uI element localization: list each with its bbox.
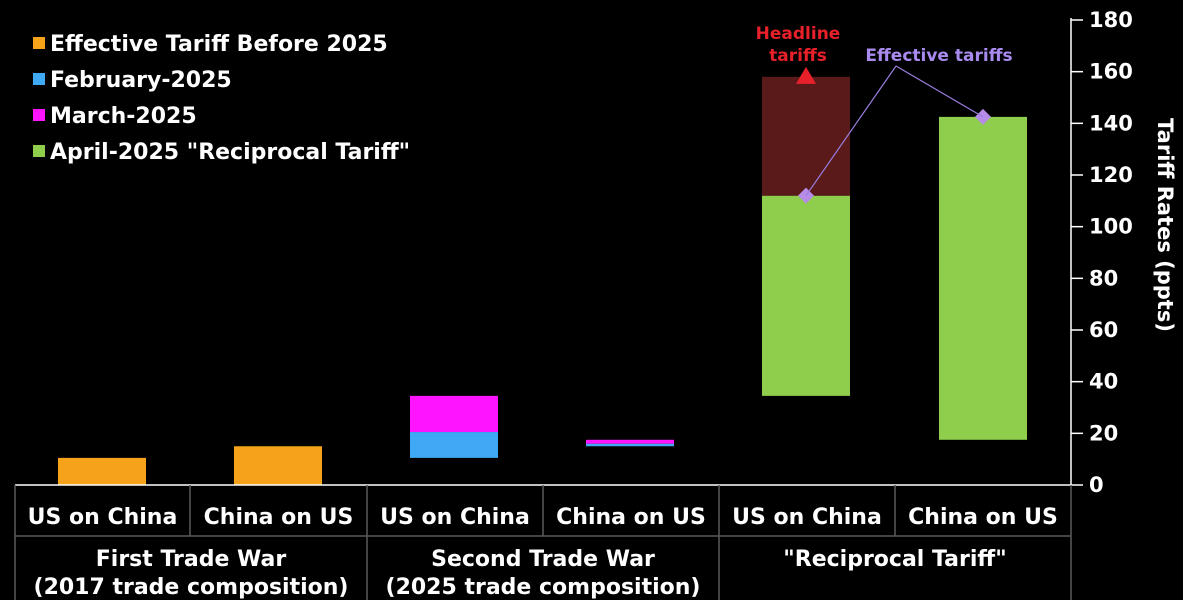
effective-connector-line-0 (805, 65, 897, 197)
y-tick-label-160: 160 (1089, 60, 1133, 84)
group-label-0-line2: (2017 trade composition) (34, 575, 349, 600)
x-axis-table: US on China China on US US on China China o… (14, 484, 1072, 600)
bar-segment-3-0 (586, 443, 674, 447)
bar-segment-2-0 (410, 432, 498, 458)
headline-annotation-line2: tariffs (769, 46, 827, 66)
legend-label-0: Effective Tariff Before 2025 (50, 32, 388, 57)
bar-segment-1-0 (234, 446, 322, 485)
legend-label-1: February-2025 (50, 68, 232, 93)
bar-segment-5-0 (939, 116, 1027, 440)
annotations: Headline tariffs Effective tariffs (756, 24, 1013, 197)
legend-swatch-3 (33, 145, 45, 157)
y-tick-label-140: 140 (1089, 111, 1133, 135)
legend-swatch-2 (33, 109, 45, 121)
y-tick-label-0: 0 (1089, 473, 1104, 497)
legend-label-2: March-2025 (50, 104, 197, 129)
bar-segment-2-1 (410, 395, 498, 433)
y-tick-label-20: 20 (1089, 421, 1118, 445)
legend-swatch-0 (33, 37, 45, 49)
category-label-4: US on China (732, 505, 882, 530)
bar-segment-3-1 (586, 439, 674, 444)
y-axis: 0 20 40 60 80 100 120 140 160 180 (1070, 8, 1133, 497)
legend-swatch-1 (33, 73, 45, 85)
plot-area (58, 66, 1027, 485)
effective-annotation: Effective tariffs (865, 46, 1012, 66)
group-label-0-line1: First Trade War (96, 547, 287, 572)
group-label-1-line2: (2025 trade composition) (386, 575, 701, 600)
bar-segment-4-1 (762, 76, 850, 196)
legend-label-3: April-2025 "Reciprocal Tariff" (50, 140, 410, 165)
y-tick-label-180: 180 (1089, 8, 1133, 32)
category-label-1: China on US (204, 505, 354, 530)
bar-segment-4-0 (762, 195, 850, 396)
bar-segment-0-0 (58, 457, 146, 485)
y-tick-label-100: 100 (1089, 215, 1133, 239)
y-tick-label-120: 120 (1089, 163, 1133, 187)
group-label-1-line1: Second Trade War (431, 547, 655, 572)
y-tick-label-40: 40 (1089, 370, 1118, 394)
category-label-5: China on US (908, 505, 1058, 530)
headline-triangle-marker (796, 66, 816, 84)
legend: Effective Tariff Before 2025 February-202… (33, 32, 410, 165)
category-label-2: US on China (380, 505, 530, 530)
y-tick-label-60: 60 (1089, 318, 1118, 342)
group-label-2-line1: "Reciprocal Tariff" (783, 547, 1006, 572)
category-label-3: China on US (556, 505, 706, 530)
headline-annotation-line1: Headline (756, 24, 841, 44)
y-tick-label-80: 80 (1089, 266, 1118, 290)
category-label-0: US on China (28, 505, 178, 530)
effective-connector-line-1 (895, 65, 984, 118)
y-axis-label: Tariff Rates (ppts) (1153, 118, 1177, 332)
